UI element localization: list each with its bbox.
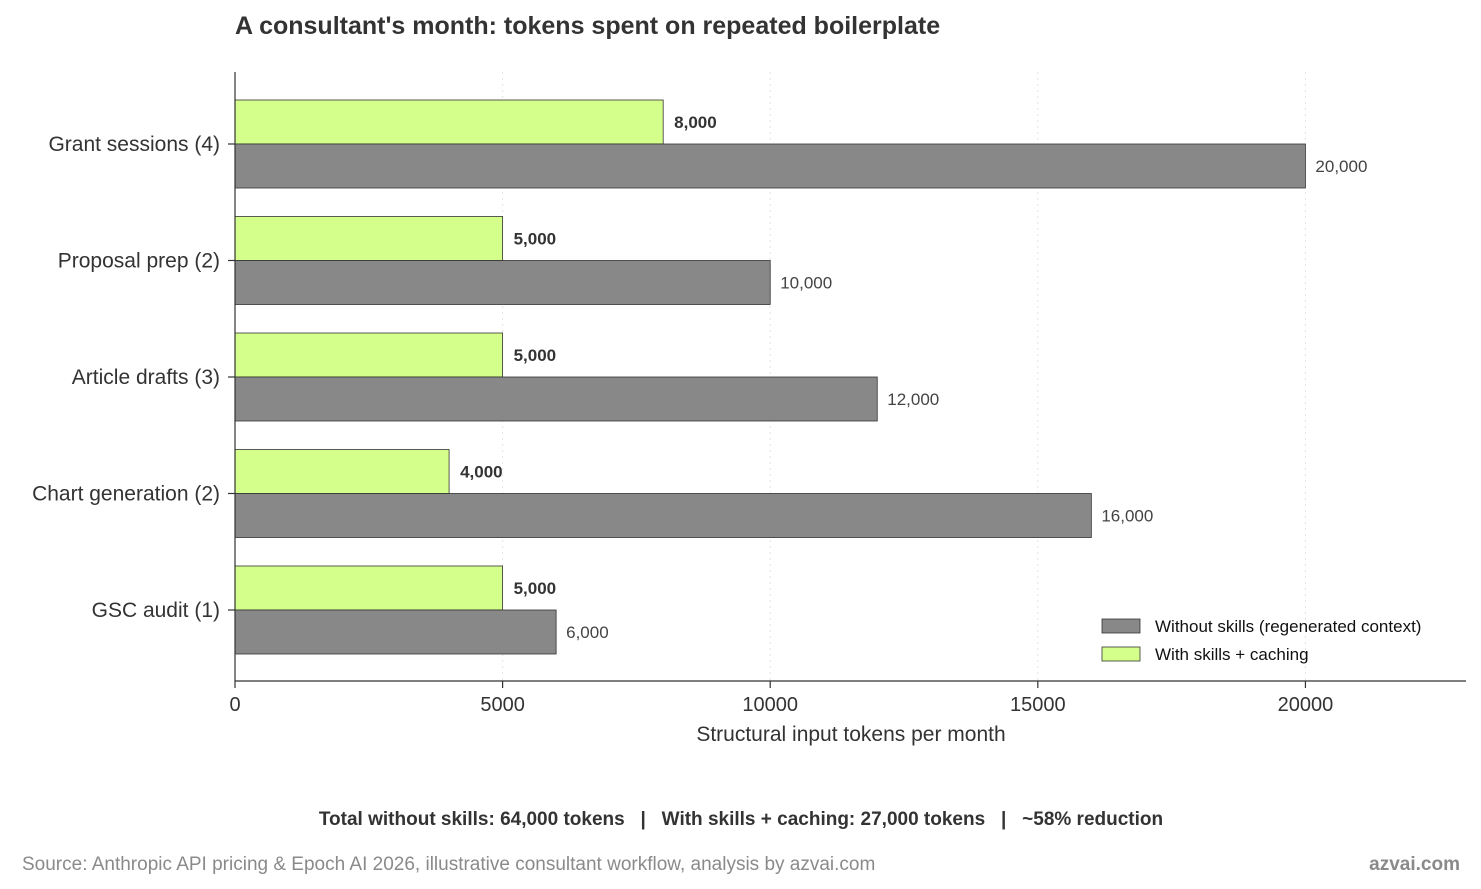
bar-with-skills-gsc-audit-1 [234,565,504,611]
bar-without-skills-article-drafts-3 [234,376,878,422]
bar-with-skills-chart-generation-2 [234,449,450,494]
value-label-without-skills-gsc-audit-1: 6,000 [566,623,609,642]
value-label-without-skills-proposal-prep-2: 10,000 [780,274,832,293]
bar-with-skills-grant-sessions-4 [234,99,664,145]
legend-label-without-skills-regenerated-context: Without skills (regenerated context) [1155,617,1421,636]
bar-without-skills-chart-generation-2 [234,493,1092,538]
x-tick-label-2: 10000 [742,694,798,716]
source-note: Source: Anthropic API pricing & Epoch AI… [22,854,875,875]
category-label-grant-sessions-4: Grant sessions (4) [48,133,220,156]
x-axis-label: Structural input tokens per month [696,723,1005,746]
chart-title: A consultant's month: tokens spent on re… [235,12,940,40]
legend-label-with-skills-caching: With skills + caching [1155,645,1309,664]
axes: Grant sessions (4) Proposal prep (2) Artic… [32,72,1466,716]
bar-without-skills-grant-sessions-4 [234,143,1306,189]
category-label-article-drafts-3: Article drafts (3) [72,366,220,389]
value-label-without-skills-chart-generation-2: 16,000 [1101,507,1153,526]
x-tick-label-1: 5000 [480,694,525,716]
category-label-proposal-prep-2: Proposal prep (2) [58,250,220,273]
value-label-without-skills-article-drafts-3: 12,000 [887,390,939,409]
legend-swatch-with-skills-caching [1101,646,1141,662]
value-labels: 8,000 20,000 5,000 10,000 5,000 12,000 4,000 16… [460,113,1367,642]
value-label-with-skills-article-drafts-3: 5,000 [514,346,557,365]
value-label-without-skills-grant-sessions-4: 20,000 [1315,157,1367,176]
category-label-chart-generation-2: Chart generation (2) [32,483,220,506]
legend: Without skills (regenerated context) With… [1101,617,1421,664]
summary-line: Total without skills: 64,000 tokens | Wi… [319,809,1163,830]
x-tick-label-4: 20000 [1278,694,1334,716]
x-tick-label-3: 15000 [1010,694,1066,716]
bars [234,99,1306,655]
legend-swatch-without-skills-regenerated-context [1101,618,1141,634]
value-label-with-skills-proposal-prep-2: 5,000 [514,230,557,249]
bar-with-skills-article-drafts-3 [234,332,504,378]
value-label-with-skills-gsc-audit-1: 5,000 [514,579,557,598]
value-label-with-skills-grant-sessions-4: 8,000 [674,113,717,132]
value-label-with-skills-chart-generation-2: 4,000 [460,463,503,482]
category-label-gsc-audit-1: GSC audit (1) [92,599,220,622]
brand-label: azvai.com [1369,854,1460,875]
x-tick-label-0: 0 [229,694,240,716]
bar-without-skills-proposal-prep-2 [234,260,771,305]
bar-without-skills-gsc-audit-1 [234,609,557,655]
bar-with-skills-proposal-prep-2 [234,216,504,261]
